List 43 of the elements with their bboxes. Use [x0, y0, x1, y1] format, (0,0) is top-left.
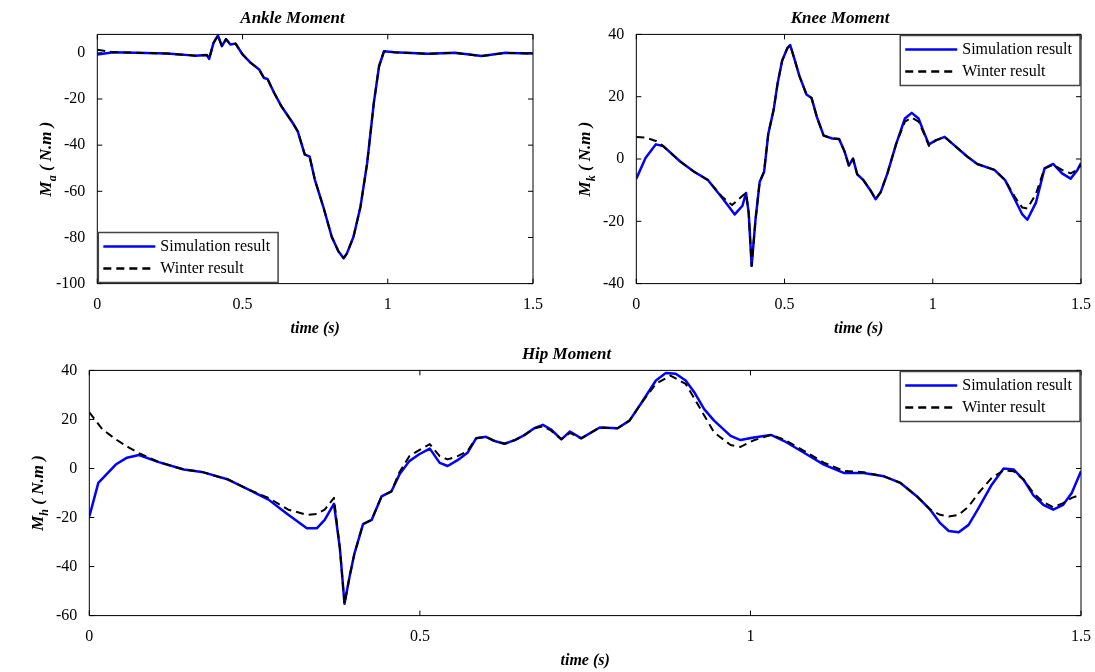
- legend-label: Simulation result: [160, 236, 271, 254]
- x-tick-label: 0.5: [409, 627, 430, 645]
- chart-title: Ankle Moment: [239, 7, 346, 27]
- x-axis-title: time (s): [834, 318, 884, 337]
- y-tick-label: -40: [56, 556, 78, 574]
- x-tick-label: 1: [928, 295, 937, 313]
- y-tick-label: 0: [77, 43, 86, 61]
- y-axis-title: Mh ( N.m ): [28, 455, 52, 532]
- x-tick-label: 1.5: [523, 295, 543, 313]
- y-axis-title: Ma ( N.m ): [36, 121, 60, 198]
- x-tick-label: 0.5: [774, 295, 795, 313]
- x-axis-title: time (s): [560, 650, 610, 669]
- legend-label: Winter result: [962, 61, 1047, 79]
- x-tick-label: 1: [746, 627, 755, 645]
- y-axis-title: Mk ( N.m ): [575, 121, 599, 198]
- x-tick-label: 0: [632, 295, 641, 313]
- legend-label: Simulation result: [962, 39, 1073, 57]
- y-tick-label: -20: [56, 507, 78, 525]
- legend-label: Simulation result: [962, 375, 1073, 393]
- x-tick-label: 0: [93, 295, 102, 313]
- legend-label: Winter result: [160, 258, 245, 276]
- y-tick-label: -60: [56, 605, 78, 623]
- x-tick-label: 1.5: [1071, 627, 1091, 645]
- y-tick-label: -80: [64, 227, 86, 245]
- y-tick-label: -40: [64, 135, 86, 153]
- y-tick-label: 0: [69, 458, 78, 476]
- y-tick-label: -100: [56, 273, 86, 291]
- chart-title: Hip Moment: [520, 343, 613, 363]
- x-axis-title: time (s): [290, 318, 340, 337]
- y-tick-label: 40: [608, 24, 625, 42]
- y-tick-label: 20: [61, 409, 78, 427]
- y-tick-label: 40: [61, 360, 78, 378]
- legend-label: Winter result: [962, 397, 1047, 415]
- y-tick-label: -40: [603, 273, 625, 291]
- x-tick-label: 1.5: [1071, 295, 1091, 313]
- y-tick-label: -20: [603, 211, 625, 229]
- y-tick-label: 0: [616, 149, 625, 167]
- chart-title: Knee Moment: [789, 7, 891, 27]
- y-tick-label: -20: [64, 89, 86, 107]
- y-tick-label: -60: [64, 181, 86, 199]
- x-tick-label: 0.5: [232, 295, 253, 313]
- x-tick-label: 1: [383, 295, 392, 313]
- y-tick-label: 20: [608, 86, 625, 104]
